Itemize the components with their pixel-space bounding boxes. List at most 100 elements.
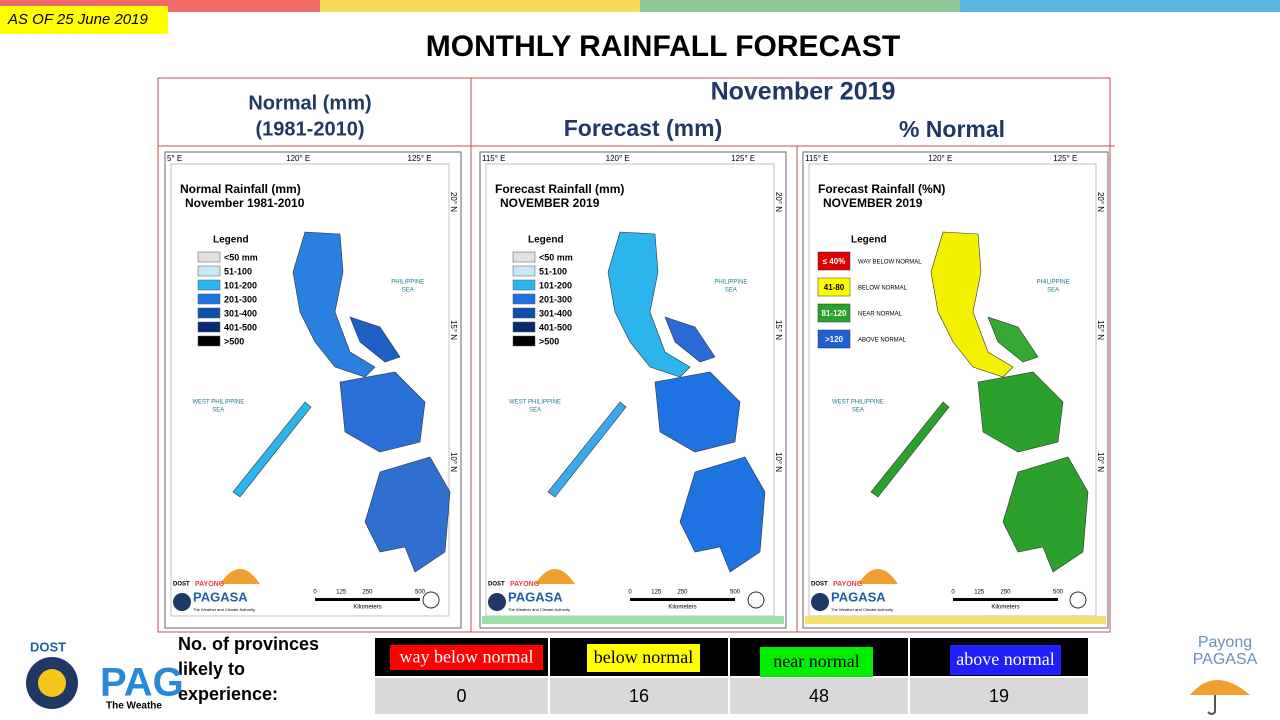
legend-label: 401-500 <box>539 322 572 332</box>
legend-label: >500 <box>539 336 559 346</box>
legend-desc: BELOW NORMAL <box>858 286 908 292</box>
scale-label: 500 <box>415 590 426 596</box>
map: Forecast Rainfall (%N)NOVEMBER 2019 Legen… <box>802 151 1109 629</box>
sea-label: SEA <box>402 288 414 294</box>
legend-swatch <box>512 335 536 347</box>
legend-swatch <box>197 335 221 347</box>
legend-swatch <box>197 265 221 277</box>
color-strip <box>482 616 784 624</box>
scale-bar <box>630 598 735 601</box>
sea-label: PHILIPPINE <box>391 280 424 286</box>
legend-desc: WAY BELOW NORMAL <box>858 260 922 266</box>
compass <box>747 591 765 609</box>
count-cell <box>730 678 908 714</box>
scale-label: 0 <box>313 590 317 596</box>
legend-swatch <box>197 293 221 305</box>
logo-icon <box>173 593 191 611</box>
count-cell <box>910 678 1088 714</box>
logo-text: DOST <box>173 582 190 588</box>
scale-label: 500 <box>1053 590 1064 596</box>
scale-bar <box>315 598 420 601</box>
category-label: below normal <box>594 647 693 667</box>
map-title: November 1981-2010 <box>185 196 305 210</box>
legend-label: 41-80 <box>824 283 845 292</box>
normal-header: Normal (mm) <box>248 92 371 114</box>
island <box>930 231 1014 378</box>
lat-label: 20° N <box>449 192 458 212</box>
lon-label: 5° E <box>167 154 182 163</box>
sea-label: WEST PHILIPPINE <box>192 400 244 406</box>
left-logo-text: The Weathe <box>106 701 162 712</box>
logo-text: PAYONG <box>833 581 863 588</box>
island <box>679 456 766 573</box>
legend-swatch <box>197 279 221 291</box>
count-cell <box>375 678 548 714</box>
logo-text: The Weather and Climate Authority <box>508 607 570 612</box>
lon-label: 115° E <box>482 154 506 163</box>
scale-bar <box>953 598 1058 601</box>
scale-label: 250 <box>362 590 373 596</box>
slide-title: MONTHLY RAINFALL FORECAST <box>426 30 900 63</box>
scale-label: 125 <box>974 590 985 596</box>
top-bar-yellow <box>320 0 640 12</box>
lat-label: 20° N <box>1096 192 1105 212</box>
map-inner <box>170 163 450 617</box>
logo-text: PAGASA <box>508 589 563 604</box>
legend-label: <50 mm <box>224 252 258 262</box>
legend-swatch <box>512 279 536 291</box>
island <box>607 231 691 378</box>
logo-text: DOST <box>488 582 505 588</box>
legend-swatch <box>817 277 851 297</box>
legend-label: 51-100 <box>539 266 567 276</box>
legend-swatch <box>817 329 851 349</box>
category-box <box>760 647 873 677</box>
count-cell <box>550 678 728 714</box>
logo-text: The Weather and Climate Authority <box>193 607 255 612</box>
sea-label: SEA <box>852 408 864 414</box>
row-label: likely to <box>178 659 245 679</box>
category-box <box>950 645 1061 675</box>
category-label: near normal <box>773 651 859 671</box>
province-count: 48 <box>809 686 829 706</box>
logo-umbrella <box>858 569 898 584</box>
island <box>654 371 741 453</box>
scale-label: 0 <box>628 590 632 596</box>
legend-title: Legend <box>528 235 564 246</box>
category-box <box>587 644 700 672</box>
maps: Normal Rainfall (mm)November 1981-2010 Le… <box>164 151 1109 629</box>
legend-label: 101-200 <box>224 280 257 290</box>
logo-text: DOST <box>811 582 828 588</box>
island <box>364 456 451 573</box>
legend-label: 51-100 <box>224 266 252 276</box>
island <box>1002 456 1089 573</box>
percent-header: % Normal <box>899 116 1005 142</box>
category-label: way below normal <box>400 647 534 667</box>
legend-desc: ABOVE NORMAL <box>858 338 907 344</box>
sea-label: SEA <box>529 408 541 414</box>
lon-label: 125° E <box>731 154 755 163</box>
legend-label: 201-300 <box>539 294 572 304</box>
sea-label: PHILIPPINE <box>1037 280 1070 286</box>
logo-text: PAYONG <box>510 581 540 588</box>
scale-label: 250 <box>677 590 688 596</box>
lon-label: 125° E <box>1053 154 1077 163</box>
lat-label: 10° N <box>1096 452 1105 472</box>
panel-frame <box>157 77 1111 633</box>
scale-label: 125 <box>651 590 662 596</box>
legend-label: 201-300 <box>224 294 257 304</box>
legend-swatch <box>512 293 536 305</box>
lat-label: 15° N <box>449 320 458 340</box>
legend-swatch <box>512 251 536 263</box>
logo-text: The Weather and Climate Authority <box>831 607 893 612</box>
scale-label: 0 <box>951 590 955 596</box>
stamp-box <box>0 6 168 34</box>
island <box>232 401 312 498</box>
compass <box>1069 591 1087 609</box>
map: Normal Rainfall (mm)November 1981-2010 Le… <box>164 151 462 629</box>
row-label: No. of provinces <box>178 634 319 654</box>
lat-label: 15° N <box>774 320 783 340</box>
map-title: Forecast Rainfall (%N) <box>818 182 945 196</box>
logo-icon <box>811 593 829 611</box>
map-title: Normal Rainfall (mm) <box>180 182 301 196</box>
